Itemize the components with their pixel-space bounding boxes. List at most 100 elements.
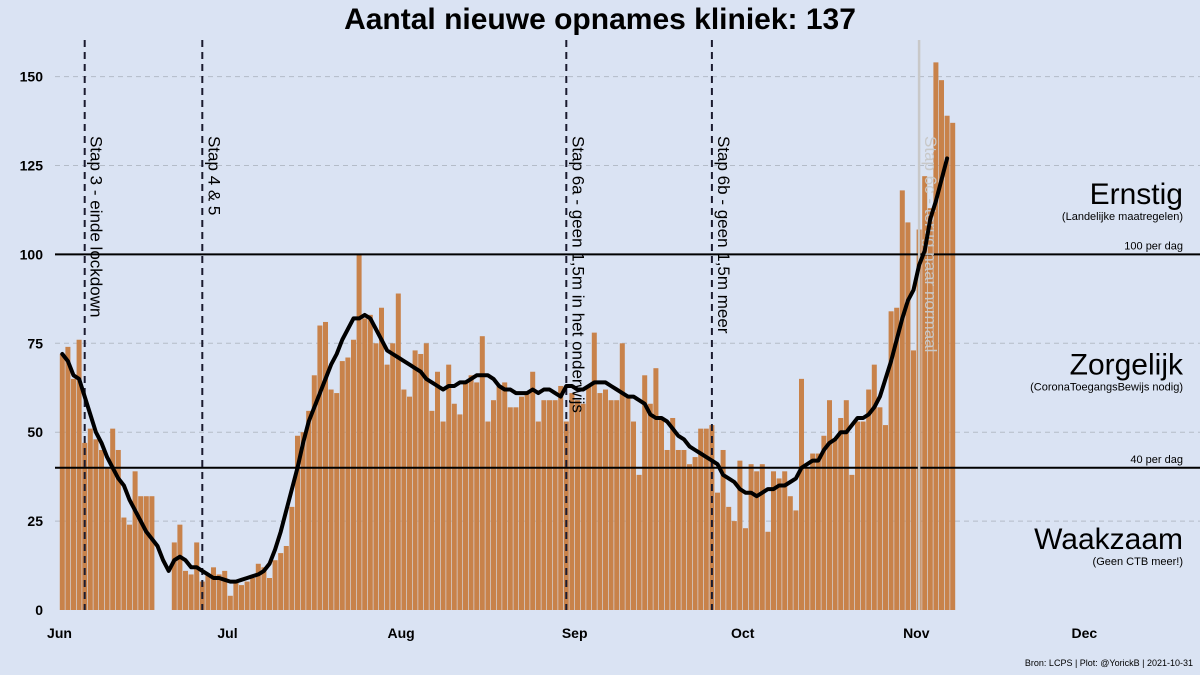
bar	[496, 385, 502, 610]
bar	[541, 400, 547, 610]
bar	[619, 343, 625, 610]
bar	[328, 389, 334, 610]
bar	[474, 382, 480, 610]
bar	[866, 389, 872, 610]
bar	[87, 428, 93, 610]
bar	[894, 307, 900, 610]
bar	[524, 393, 530, 610]
bar	[883, 425, 888, 610]
y-tick-label: 25	[27, 513, 43, 529]
bar	[737, 460, 743, 610]
bar	[412, 350, 418, 610]
threshold-label: 40 per dag	[1130, 454, 1183, 466]
chart-title: Aantal nieuwe opnames kliniek: 137	[344, 3, 856, 36]
bar	[653, 368, 659, 610]
bar	[698, 428, 704, 610]
bar	[603, 389, 608, 610]
bar	[804, 467, 810, 610]
bar	[647, 403, 653, 610]
bar	[771, 471, 776, 610]
bar	[687, 464, 692, 610]
bar	[664, 449, 670, 610]
y-tick-label: 50	[27, 424, 43, 440]
bar	[625, 396, 631, 610]
x-tick-label: Jun	[47, 625, 72, 641]
bar	[821, 435, 827, 610]
zone-subtitle: (CoronaToegangsBewijs nodig)	[1030, 382, 1183, 394]
event-lines: Stap 3 - einde lockdown Stap 4 & 5 Stap 6a…	[83, 40, 940, 610]
bar	[569, 393, 575, 610]
bar	[530, 371, 536, 610]
bar	[104, 467, 110, 610]
bar	[614, 400, 620, 610]
bar	[793, 510, 799, 610]
bar	[194, 542, 200, 610]
bar	[110, 428, 116, 610]
bar	[93, 439, 99, 610]
bar	[877, 407, 883, 610]
zone-name: Waakzaam	[1034, 523, 1183, 556]
bar	[267, 578, 272, 610]
bar	[552, 400, 558, 610]
bar	[463, 382, 468, 610]
bar	[759, 464, 765, 610]
threshold-lines: 100 per dag 40 per dag	[55, 240, 1200, 469]
bar	[121, 517, 127, 610]
bar	[743, 528, 748, 610]
bar	[379, 307, 384, 610]
bar	[558, 385, 564, 610]
bar	[810, 453, 816, 610]
bar	[132, 471, 138, 610]
zone-subtitle: (Landelijke maatregelen)	[1062, 211, 1183, 223]
bar	[351, 339, 356, 610]
bar	[339, 361, 345, 610]
bar	[457, 414, 463, 610]
bar	[345, 357, 351, 610]
bar	[250, 578, 256, 610]
bar	[138, 496, 144, 610]
x-tick-label: Jul	[217, 625, 237, 641]
bar	[401, 389, 407, 610]
bar	[776, 478, 782, 610]
zone-labels: Ernstig(Landelijke maatregelen) Zorgelijk…	[1030, 178, 1184, 568]
y-tick-label: 0	[35, 602, 43, 618]
bar	[177, 524, 183, 610]
bar	[855, 421, 860, 610]
bar	[726, 506, 732, 610]
bar	[216, 574, 222, 610]
bar	[642, 375, 648, 610]
bar	[765, 531, 771, 610]
bar	[255, 563, 261, 610]
bar	[99, 449, 104, 610]
bar	[659, 417, 664, 610]
bar	[754, 471, 760, 610]
y-tick-label: 150	[20, 69, 44, 85]
bar	[547, 400, 552, 610]
bar	[435, 371, 440, 610]
bar	[502, 382, 508, 610]
bar	[171, 542, 177, 610]
bar	[65, 346, 71, 610]
bar	[927, 208, 933, 611]
bar	[211, 567, 216, 610]
bar	[289, 506, 295, 610]
bar	[799, 378, 804, 610]
event-label: Stap 6b - geen 1,5m meer	[714, 136, 733, 334]
bar	[782, 471, 788, 610]
bar	[832, 439, 838, 610]
bar	[675, 449, 681, 610]
bar	[815, 453, 821, 610]
bar	[306, 410, 312, 610]
bar	[939, 80, 944, 610]
y-tick-label: 100	[20, 246, 44, 262]
bar	[227, 595, 233, 610]
x-tick-label: Aug	[387, 625, 414, 641]
seven-day-average-line	[60, 156, 950, 584]
bar	[575, 400, 580, 610]
smooth-line	[60, 156, 950, 584]
bar	[905, 222, 911, 610]
bar	[922, 176, 928, 611]
source-credit: Bron: LCPS | Plot: @YorickB | 2021-10-31	[1025, 658, 1193, 668]
bar	[827, 400, 832, 610]
